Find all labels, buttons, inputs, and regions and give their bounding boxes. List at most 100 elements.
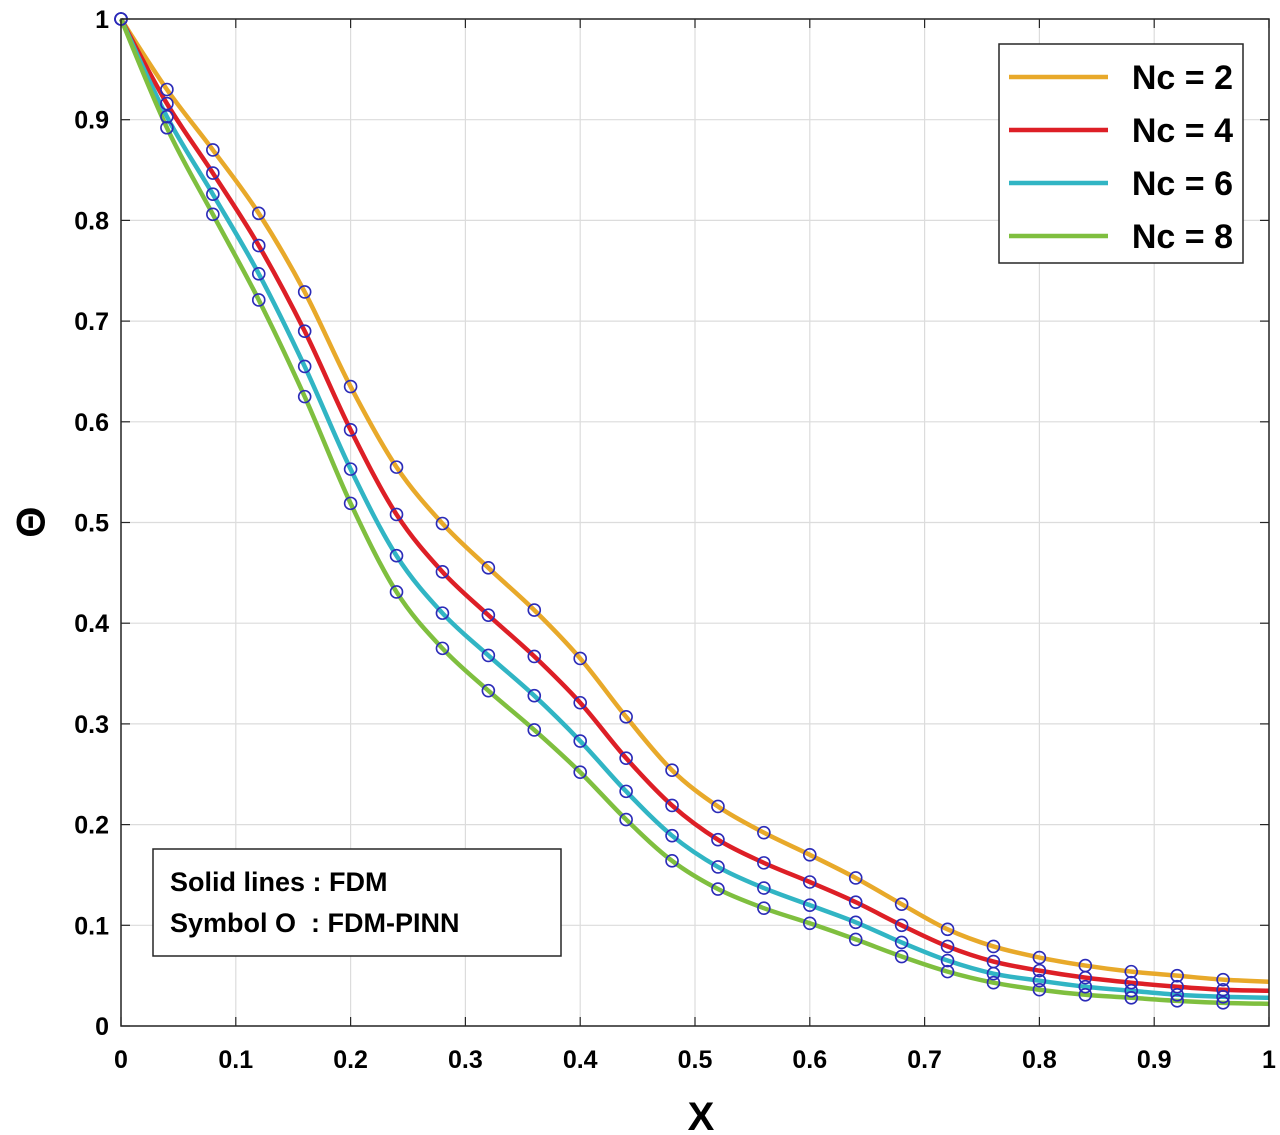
x-tick-label: 0	[114, 1046, 128, 1074]
data-point-marker	[389, 507, 404, 522]
data-point-marker	[160, 82, 174, 97]
data-point-marker	[481, 561, 496, 575]
data-point-marker	[665, 763, 679, 778]
data-point-marker	[711, 799, 725, 814]
data-point-marker	[1124, 991, 1139, 1005]
data-point-marker	[1170, 979, 1184, 994]
data-point-marker	[573, 695, 588, 710]
data-point-marker	[1078, 987, 1093, 1002]
data-point-marker	[619, 710, 633, 724]
data-point-marker	[986, 939, 1001, 954]
data-point-marker	[389, 548, 404, 563]
data-point-marker	[206, 166, 220, 180]
data-point-marker	[527, 603, 542, 617]
markers	[114, 12, 1230, 1010]
x-tick-label: 0.6	[792, 1046, 827, 1074]
data-point-marker	[435, 641, 450, 656]
data-point-marker	[343, 496, 358, 511]
data-point-marker	[160, 96, 174, 111]
y-tick-label: 0.1	[74, 912, 109, 940]
data-point-marker	[894, 918, 909, 933]
data-point-marker	[481, 648, 496, 663]
x-tick-label: 0.4	[563, 1046, 598, 1074]
data-point-marker	[1032, 963, 1047, 978]
series-line-3	[118, 18, 1270, 1001]
data-point-marker	[848, 895, 863, 909]
data-point-marker	[1170, 987, 1184, 1002]
y-tick-label: 0.2	[74, 812, 109, 840]
series-line-1	[119, 17, 1270, 984]
data-point-marker	[343, 423, 358, 437]
data-point-marker	[573, 765, 588, 780]
data-point-marker	[757, 901, 771, 915]
series-line-4	[118, 18, 1270, 1007]
y-tick-label: 0.3	[74, 711, 109, 739]
legend: Nc = 2 Nc = 4 Nc = 6 Nc = 8	[998, 43, 1244, 264]
data-point-marker	[711, 882, 725, 896]
y-axis-label: Θ	[10, 506, 54, 537]
x-tick-label: 0.9	[1137, 1046, 1172, 1074]
data-point-marker	[297, 324, 312, 338]
annotation-box: Solid lines : FDM Symbol O : FDM-PINN	[152, 848, 562, 957]
data-point-marker	[1078, 979, 1093, 994]
data-point-marker	[435, 516, 450, 531]
data-point-marker	[848, 915, 863, 930]
y-tick-label: 0.4	[74, 610, 109, 638]
data-point-marker	[711, 832, 725, 847]
data-point-marker	[1078, 970, 1093, 985]
x-tick-label: 0.8	[1022, 1046, 1057, 1074]
data-point-marker	[1216, 996, 1230, 1010]
data-point-marker	[1032, 950, 1047, 965]
data-point-marker	[1032, 973, 1047, 988]
data-point-marker	[940, 953, 955, 968]
data-point-marker	[481, 608, 496, 622]
data-point-marker	[665, 798, 679, 813]
series-line-2	[119, 17, 1270, 994]
data-point-marker	[251, 206, 266, 221]
data-point-marker	[343, 462, 358, 476]
data-point-marker	[297, 285, 312, 299]
data-point-marker	[940, 939, 955, 954]
data-point-marker	[1124, 983, 1139, 998]
data-point-marker	[527, 723, 542, 737]
annotation-line-1: Solid lines : FDM	[170, 867, 388, 897]
legend-items: Nc = 2 Nc = 4 Nc = 6 Nc = 8	[1009, 59, 1233, 256]
data-point-marker	[894, 897, 909, 911]
legend-label: Nc = 8	[1132, 218, 1233, 256]
data-point-marker	[251, 293, 266, 307]
data-point-marker	[757, 825, 771, 840]
data-point-marker	[665, 854, 679, 868]
y-tick-label: 0	[95, 1013, 109, 1041]
data-point-marker	[619, 812, 633, 827]
data-point-marker	[297, 389, 312, 404]
x-tick-label: 0.7	[907, 1046, 942, 1074]
y-tick-label: 0.9	[74, 107, 109, 135]
data-point-marker	[848, 871, 863, 885]
annotation-frame	[152, 848, 562, 957]
data-point-marker	[206, 143, 220, 157]
data-point-marker	[389, 585, 404, 599]
y-tick-label: 0.6	[74, 409, 109, 437]
data-point-marker	[894, 949, 909, 964]
x-tick-label: 0.2	[333, 1046, 368, 1074]
data-point-marker	[940, 922, 955, 937]
data-point-marker	[986, 966, 1001, 981]
data-point-marker	[665, 828, 679, 843]
data-point-marker	[527, 688, 542, 703]
data-point-marker	[343, 379, 358, 394]
x-tick-label: 1	[1262, 1046, 1276, 1074]
data-point-marker	[1124, 975, 1139, 990]
data-point-marker	[573, 734, 588, 748]
data-point-marker	[711, 860, 725, 874]
data-point-marker	[1124, 964, 1139, 979]
x-axis-label: X	[688, 1095, 715, 1135]
data-point-marker	[619, 751, 633, 765]
annotation-line-2: Symbol O : FDM-PINN	[170, 908, 460, 938]
legend-label: Nc = 2	[1132, 59, 1233, 97]
data-point-marker	[1032, 982, 1047, 997]
data-point-marker	[1216, 982, 1230, 997]
curves	[118, 17, 1270, 1007]
data-point-marker	[206, 207, 220, 222]
data-point-marker	[1216, 989, 1230, 1004]
